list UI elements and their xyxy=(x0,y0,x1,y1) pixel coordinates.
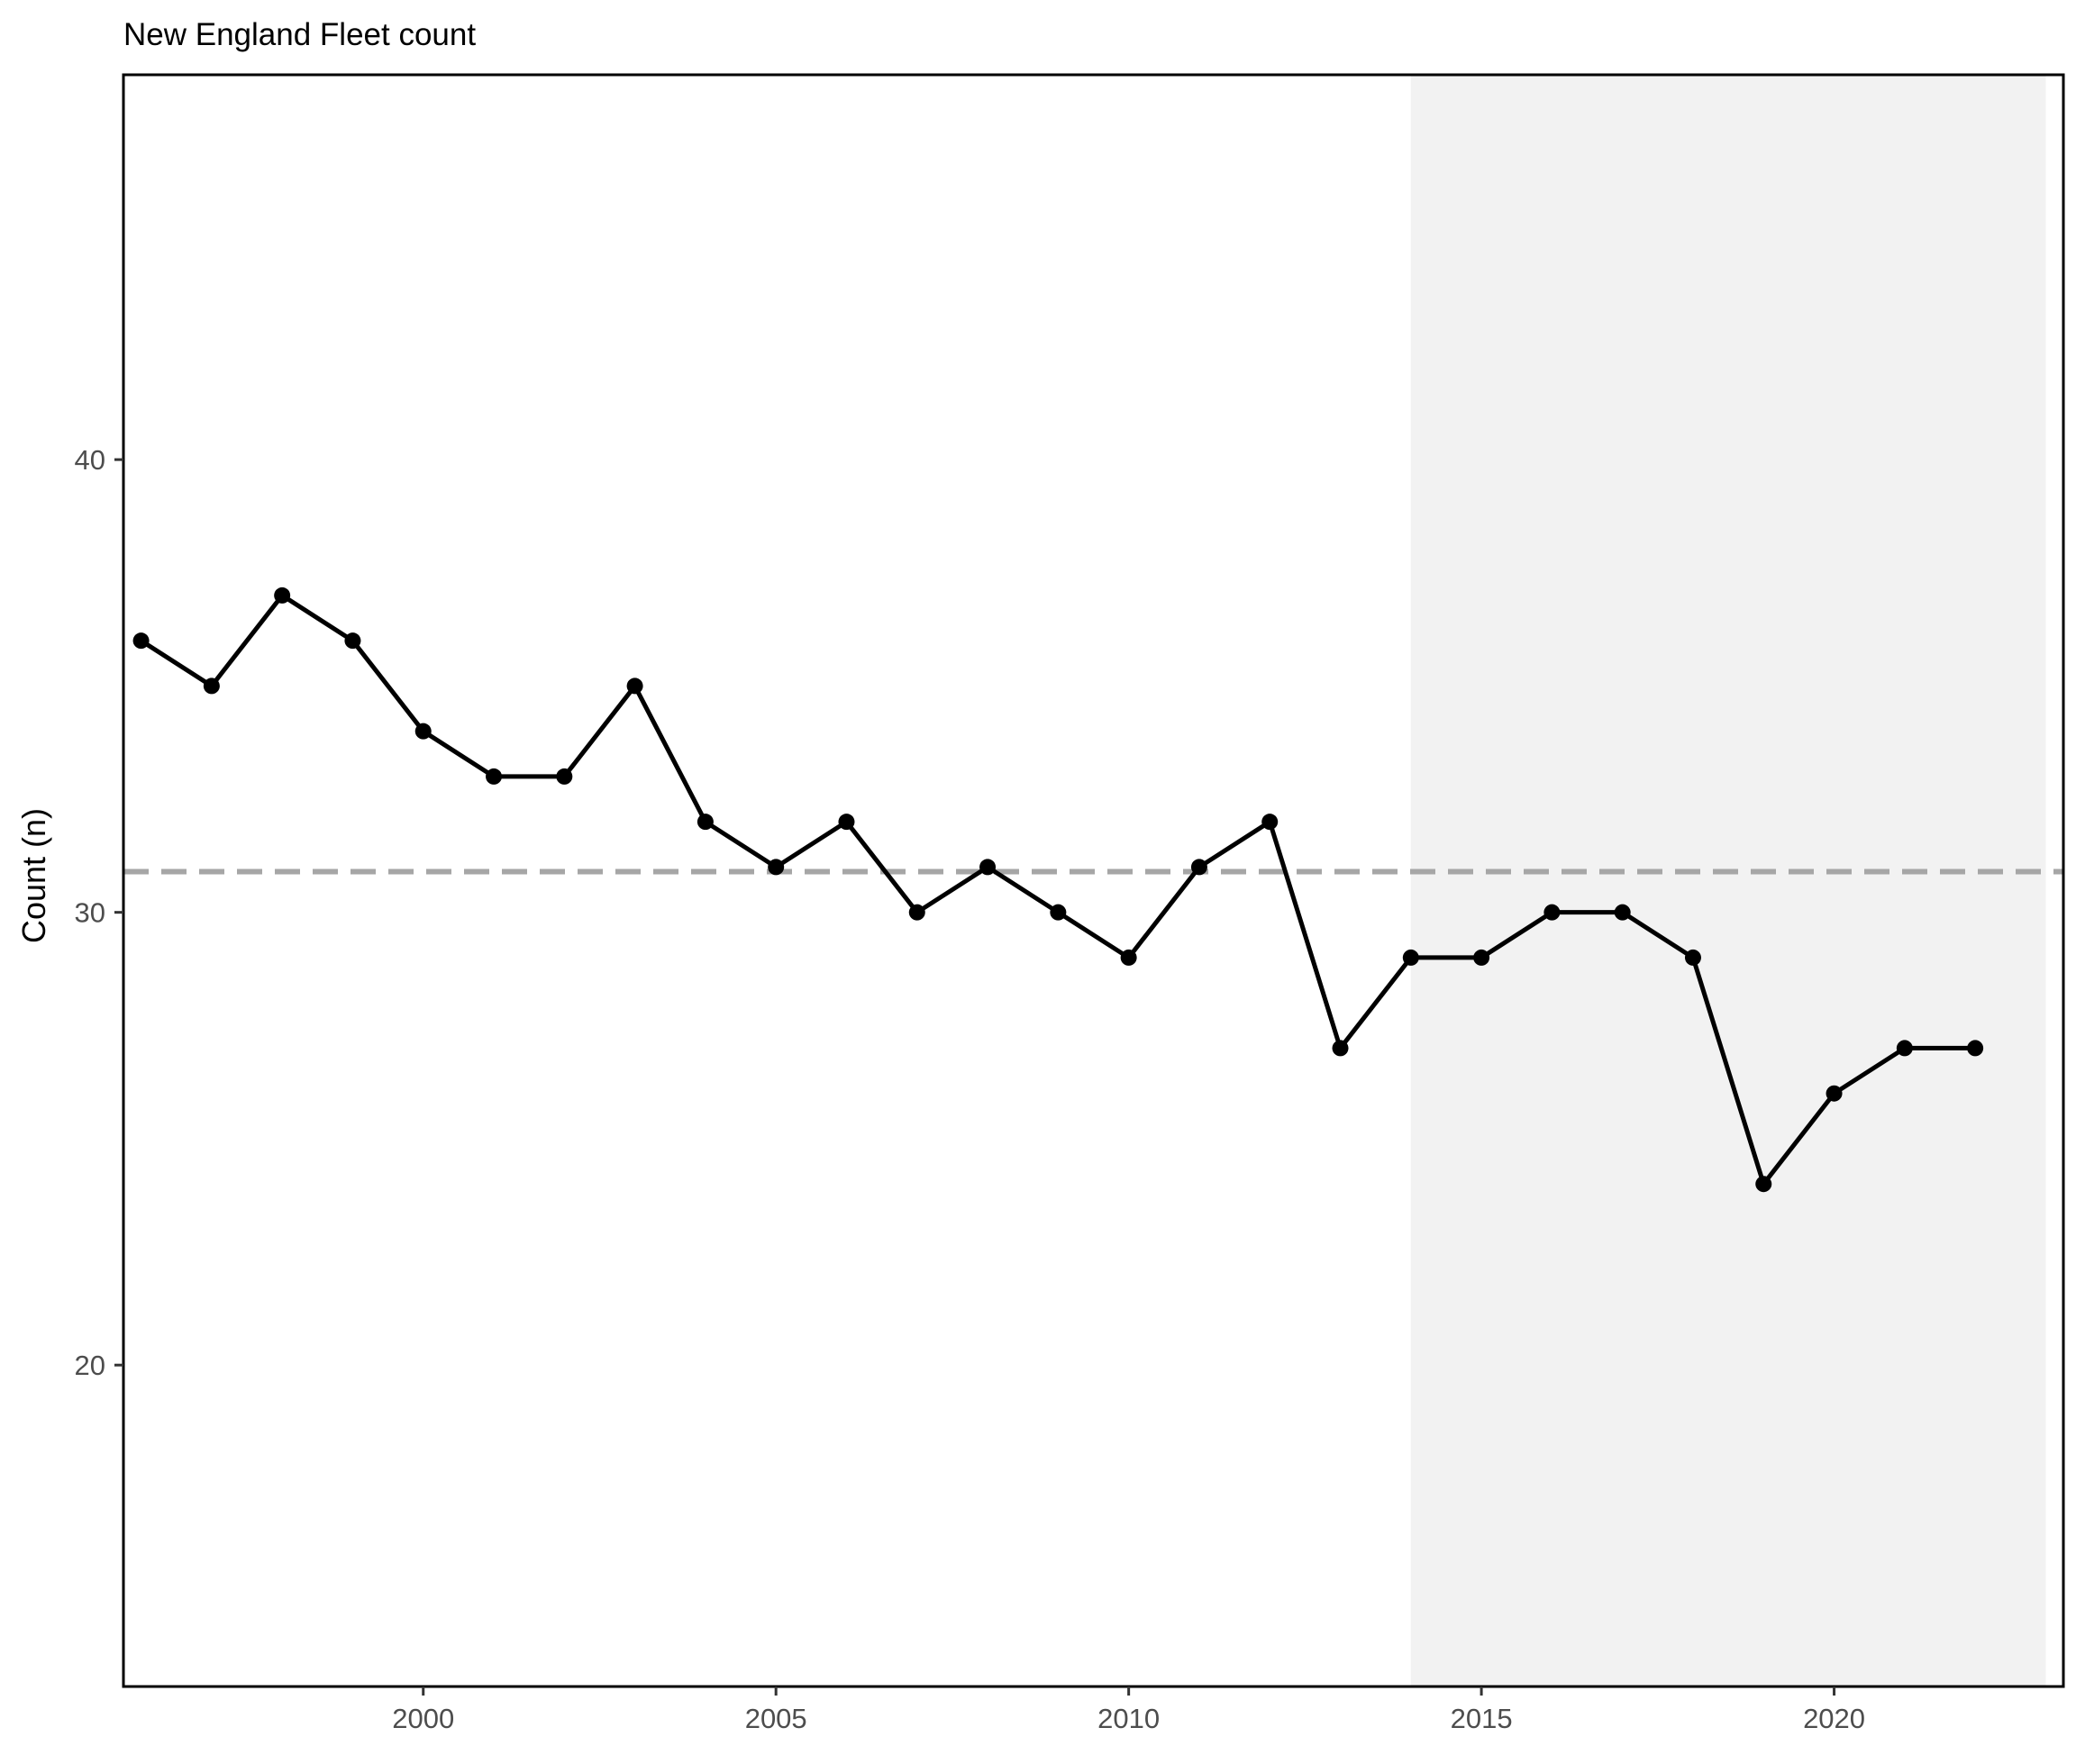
data-point-2009 xyxy=(1050,904,1067,921)
data-point-2004 xyxy=(697,814,714,831)
data-point-2016 xyxy=(1543,904,1561,921)
data-point-2015 xyxy=(1473,949,1490,966)
data-point-2022 xyxy=(1967,1040,1984,1057)
data-point-1998 xyxy=(274,586,291,604)
data-point-2005 xyxy=(768,859,785,876)
data-point-2012 xyxy=(1261,814,1279,831)
data-point-2021 xyxy=(1896,1040,1913,1057)
x-tick-label-2010: 2010 xyxy=(1097,1703,1160,1734)
x-tick-label-2005: 2005 xyxy=(745,1703,807,1734)
data-point-2003 xyxy=(626,677,643,695)
data-point-1997 xyxy=(203,677,220,695)
y-tick-label-30: 30 xyxy=(75,897,105,929)
data-point-1996 xyxy=(132,632,150,650)
chart-title: New England Fleet count xyxy=(123,17,476,52)
data-point-2017 xyxy=(1614,904,1631,921)
data-point-2010 xyxy=(1120,949,1137,966)
panel-border xyxy=(122,73,2065,1688)
data-point-2014 xyxy=(1402,949,1419,966)
data-point-2006 xyxy=(838,814,855,831)
data-point-2000 xyxy=(414,723,432,740)
x-tick-label-2020: 2020 xyxy=(1803,1703,1865,1734)
data-point-2011 xyxy=(1190,859,1207,876)
data-point-2013 xyxy=(1332,1040,1349,1057)
data-point-2020 xyxy=(1826,1085,1843,1102)
data-point-2007 xyxy=(908,904,925,921)
data-point-2019 xyxy=(1755,1176,1772,1193)
x-tick-label-2000: 2000 xyxy=(392,1703,454,1734)
data-point-1999 xyxy=(344,632,361,650)
data-point-2018 xyxy=(1684,949,1701,966)
y-tick-label-20: 20 xyxy=(75,1350,105,1381)
series-layer xyxy=(132,586,1984,1193)
data-point-2002 xyxy=(556,768,573,785)
data-point-2008 xyxy=(979,859,997,876)
recent-period-shading xyxy=(1410,75,2046,1687)
data-point-2001 xyxy=(486,768,503,785)
y-axis-label: Count (n) xyxy=(15,808,52,943)
y-tick-label-40: 40 xyxy=(75,444,105,476)
x-tick-label-2015: 2015 xyxy=(1451,1703,1513,1734)
